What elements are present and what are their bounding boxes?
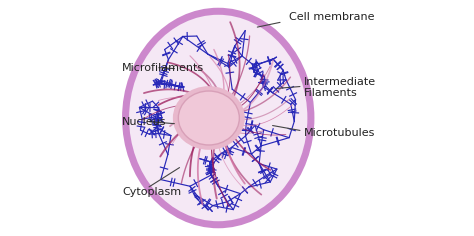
Ellipse shape — [178, 91, 239, 145]
Text: Nucleus: Nucleus — [122, 117, 166, 126]
Text: Intermediate
Filaments: Intermediate Filaments — [304, 77, 376, 98]
Text: Microfilaments: Microfilaments — [122, 63, 204, 72]
Ellipse shape — [173, 86, 245, 150]
Text: Microtubules: Microtubules — [304, 128, 375, 138]
Text: Cell membrane: Cell membrane — [289, 12, 374, 22]
Text: Cytoplasm: Cytoplasm — [122, 187, 181, 197]
Ellipse shape — [122, 8, 314, 228]
Ellipse shape — [129, 15, 307, 221]
